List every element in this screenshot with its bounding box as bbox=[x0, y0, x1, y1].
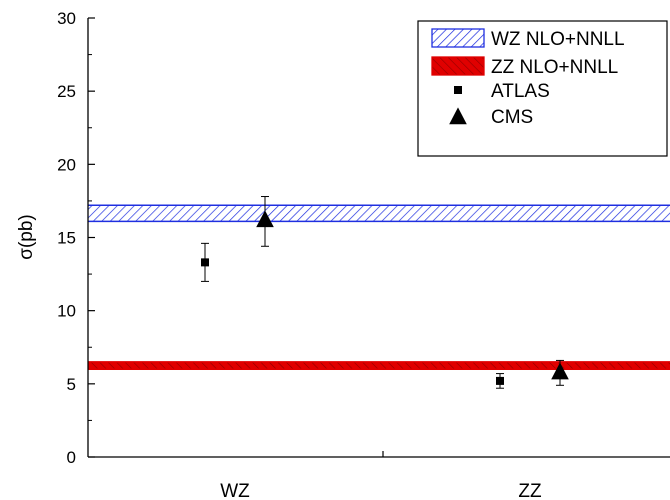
y-tick-label: 10 bbox=[57, 302, 76, 321]
legend-marker-cms bbox=[449, 107, 467, 125]
legend-label: ZZ NLO+NNLL bbox=[491, 57, 618, 78]
legend-marker-atlas bbox=[454, 86, 462, 94]
y-tick-label: 25 bbox=[57, 82, 76, 101]
y-tick-label: 30 bbox=[57, 9, 76, 28]
bands-layer bbox=[88, 204, 670, 370]
axes-layer: 0 5 10 15 20 25 30 WZ ZZ bbox=[57, 9, 670, 500]
atlas-zz-marker bbox=[496, 376, 504, 385]
legend-swatch-0 bbox=[431, 28, 485, 48]
legend-label: WZ NLO+NNLL bbox=[491, 29, 625, 50]
x-tick-label: WZ bbox=[220, 481, 250, 500]
y-tick-label: 15 bbox=[57, 229, 76, 248]
atlas-wz-marker bbox=[201, 258, 209, 267]
cms-zz-marker bbox=[551, 362, 569, 380]
y-tick-label: 20 bbox=[57, 155, 76, 174]
legend-label: CMS bbox=[491, 107, 533, 128]
legend: WZ NLO+NNLL ZZ NLO+NNLL ATLAS CMS bbox=[417, 20, 668, 157]
y-tick-label: 5 bbox=[67, 375, 76, 394]
x-tick-label: ZZ bbox=[518, 481, 542, 500]
points-layer bbox=[201, 196, 569, 389]
cms-wz-marker bbox=[256, 210, 274, 228]
y-tick-label: 0 bbox=[67, 448, 76, 467]
y-axis-label: σ(pb) bbox=[16, 214, 37, 260]
band-0 bbox=[88, 205, 670, 222]
legend-label: ATLAS bbox=[491, 81, 550, 102]
band-1 bbox=[88, 361, 670, 370]
legend-swatch-1 bbox=[431, 56, 485, 76]
